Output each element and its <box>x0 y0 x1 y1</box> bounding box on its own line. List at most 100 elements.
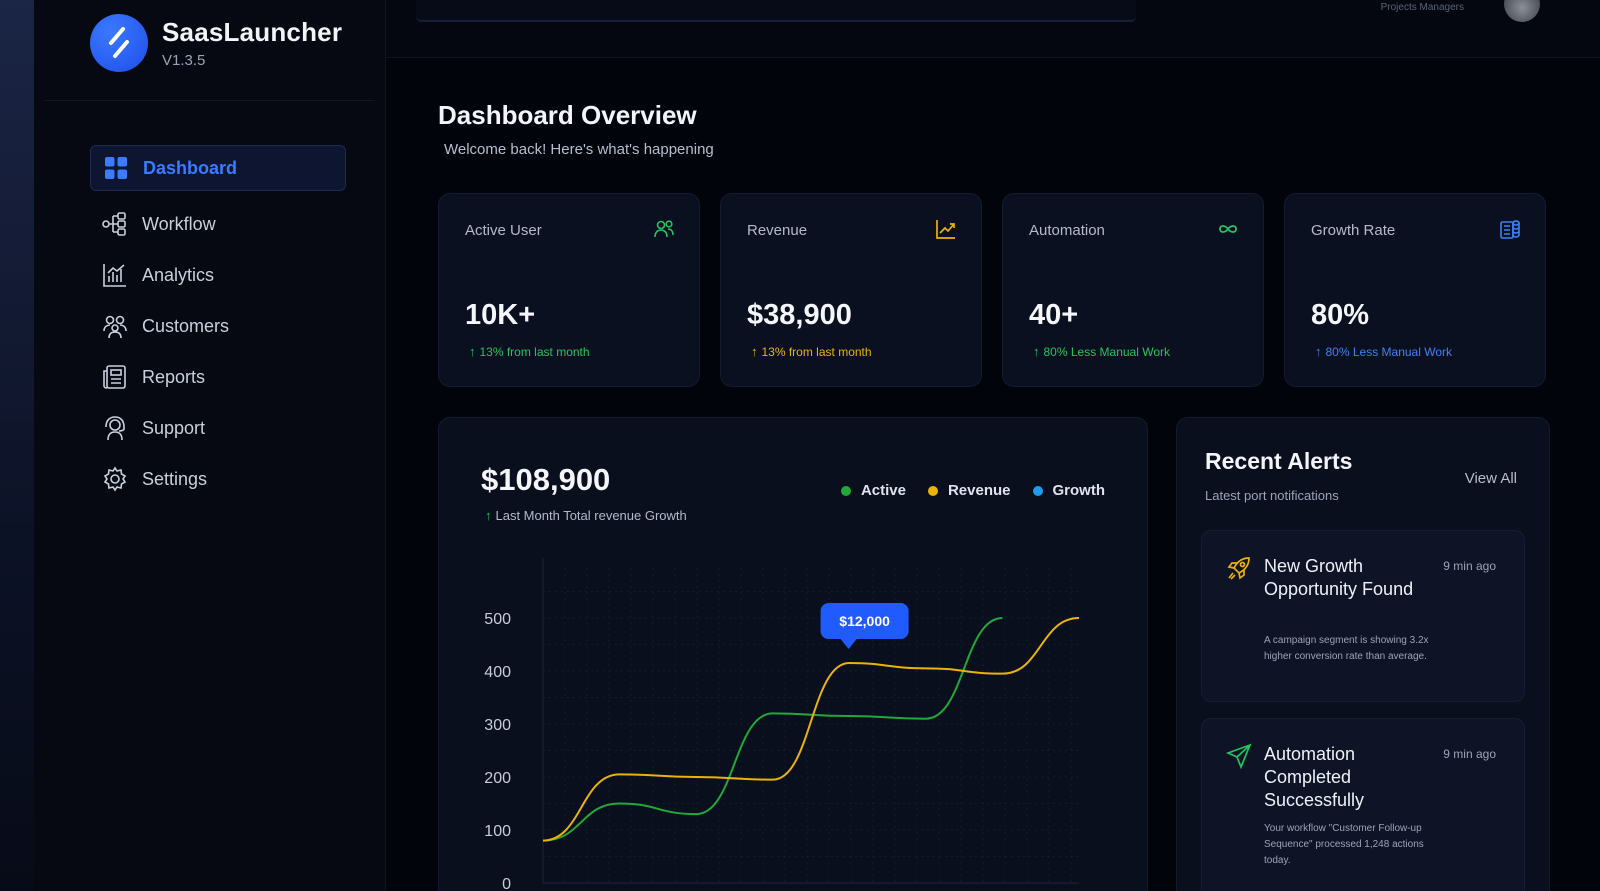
revenue-total: $108,900 <box>481 462 611 497</box>
paper-plane-icon <box>1225 743 1252 770</box>
users-icon <box>102 313 128 339</box>
alert-item[interactable]: New Growth Opportunity Found 9 min ago A… <box>1201 530 1525 702</box>
stat-delta-text: 13% from last month <box>479 344 590 359</box>
stat-delta: ↑ 13% from last month <box>751 344 872 359</box>
stat-delta: ↑ 80% Less Manual Work <box>1315 344 1452 359</box>
rocket-icon <box>1226 555 1252 581</box>
revenue-line-chart[interactable]: 500 400 300 200 100 0 $12,000 <box>439 418 1149 891</box>
users-icon <box>653 218 675 240</box>
sidebar-item-analytics[interactable]: Analytics <box>90 252 346 298</box>
stat-label: Automation <box>1029 222 1105 239</box>
sidebar-item-label: Dashboard <box>143 157 238 178</box>
stat-value: 40+ <box>1029 299 1079 331</box>
arrow-up-icon: ↑ <box>751 344 758 359</box>
stat-card-growth-rate[interactable]: Growth Rate 80% ↑ 80% Less Manual Work <box>1284 193 1546 387</box>
stat-label: Growth Rate <box>1311 222 1396 239</box>
alert-description: Your workflow "Customer Follow-up Sequen… <box>1264 823 1424 866</box>
trend-chart-icon <box>935 218 957 240</box>
sidebar-item-label: Workflow <box>142 213 216 234</box>
alert-item[interactable]: Automation Completed Successfully 9 min … <box>1201 718 1525 891</box>
sidebar-item-label: Reports <box>142 366 206 387</box>
sidebar-item-label: Customers <box>142 315 230 336</box>
user-role: Projects Managers <box>1380 2 1464 13</box>
stat-delta: ↑ 13% from last month <box>469 344 590 359</box>
arrow-up-icon: ↑ <box>485 508 492 523</box>
series-line-active[interactable] <box>542 617 1003 842</box>
alerts-subtitle: Latest port notifications <box>1205 488 1339 503</box>
sidebar-item-dashboard[interactable]: Dashboard <box>90 145 346 191</box>
legend-dot <box>840 485 851 496</box>
stat-delta-text: 13% from last month <box>761 344 872 359</box>
chart-legend: Active Revenue Growth <box>819 482 1105 499</box>
alerts-title: Recent Alerts <box>1205 448 1353 474</box>
legend-label: Growth <box>1052 482 1106 499</box>
sidebar-item-label: Settings <box>142 468 208 489</box>
view-all-link[interactable]: View All <box>1464 470 1517 487</box>
y-tick-label: 200 <box>484 770 511 787</box>
sidebar-item-settings[interactable]: Settings <box>90 456 346 502</box>
sidebar: SaasLauncher V1.3.5 Dashboard <box>34 0 386 891</box>
legend-item-revenue[interactable]: Revenue <box>927 482 1011 499</box>
alert-time: 9 min ago <box>1443 559 1496 573</box>
search-bar[interactable] <box>416 0 1136 22</box>
page-subtitle: Welcome back! Here's what's happening <box>444 141 714 158</box>
alert-time: 9 min ago <box>1443 747 1496 761</box>
reports-icon <box>102 364 128 390</box>
app-version: V1.3.5 <box>162 52 206 69</box>
sidebar-item-label: Analytics <box>142 264 215 285</box>
sidebar-divider <box>44 100 375 101</box>
revenue-caption: ↑ Last Month Total revenue Growth <box>485 508 687 523</box>
stat-value: 10K+ <box>465 299 536 331</box>
series-line-revenue[interactable] <box>542 617 1080 842</box>
legend-dot <box>1032 485 1043 496</box>
stat-delta: ↑ 80% Less Manual Work <box>1033 344 1170 359</box>
stat-card-active-user[interactable]: Active User 10K+ ↑ 13% from last month <box>438 193 700 387</box>
alert-title: New Growth Opportunity Found <box>1264 556 1414 599</box>
sidebar-nav: Dashboard Workflow Analytics <box>90 145 346 507</box>
infinity-icon <box>1217 218 1239 240</box>
stat-delta-text: 80% Less Manual Work <box>1325 344 1453 359</box>
support-icon <box>102 415 128 441</box>
stat-value: $38,900 <box>747 299 852 331</box>
brand[interactable]: SaasLauncher V1.3.5 <box>90 14 342 72</box>
chart-grid <box>542 568 1079 884</box>
recent-alerts-card: Recent Alerts Latest port notifications … <box>1176 417 1550 891</box>
sidebar-item-label: Support <box>142 417 206 438</box>
gear-icon <box>102 466 128 492</box>
arrow-up-icon: ↑ <box>1033 344 1040 359</box>
tooltip-value: $12,000 <box>839 613 890 629</box>
grid-icon <box>103 155 129 181</box>
sidebar-item-workflow[interactable]: Workflow <box>90 201 346 247</box>
logo-icon <box>90 14 148 72</box>
workflow-icon <box>102 211 128 237</box>
y-tick-label: 100 <box>484 823 511 840</box>
sidebar-item-support[interactable]: Support <box>90 405 346 451</box>
legend-label: Revenue <box>947 482 1011 499</box>
page-title: Dashboard Overview <box>438 100 697 130</box>
alert-description: A campaign segment is showing 3.2x highe… <box>1264 635 1429 662</box>
legend-label: Active <box>860 482 906 499</box>
y-tick-label: 0 <box>502 876 511 891</box>
sidebar-item-reports[interactable]: Reports <box>90 354 346 400</box>
alert-title: Automation Completed Successfully <box>1264 744 1365 810</box>
stat-delta-text: 80% Less Manual Work <box>1043 344 1171 359</box>
stat-value: 80% <box>1311 299 1370 331</box>
y-tick-label: 500 <box>484 611 511 628</box>
window-edge <box>0 0 34 891</box>
y-tick-label: 300 <box>484 717 511 734</box>
y-tick-label: 400 <box>484 664 511 681</box>
sidebar-item-customers[interactable]: Customers <box>90 303 346 349</box>
legend-item-growth[interactable]: Growth <box>1032 482 1106 499</box>
arrow-up-icon: ↑ <box>1315 344 1322 359</box>
arrow-up-icon: ↑ <box>469 344 476 359</box>
stat-card-revenue[interactable]: Revenue $38,900 ↑ 13% from last month <box>720 193 982 387</box>
topbar: Projects Managers <box>386 0 1600 58</box>
app-name: SaasLauncher <box>162 17 343 47</box>
coins-icon <box>1499 218 1521 240</box>
legend-item-active[interactable]: Active <box>840 482 906 499</box>
legend-dot <box>927 485 938 496</box>
revenue-caption-text: Last Month Total revenue Growth <box>495 508 687 523</box>
stat-card-automation[interactable]: Automation 40+ ↑ 80% Less Manual Work <box>1002 193 1264 387</box>
stat-label: Revenue <box>747 222 808 239</box>
avatar[interactable] <box>1504 0 1540 22</box>
